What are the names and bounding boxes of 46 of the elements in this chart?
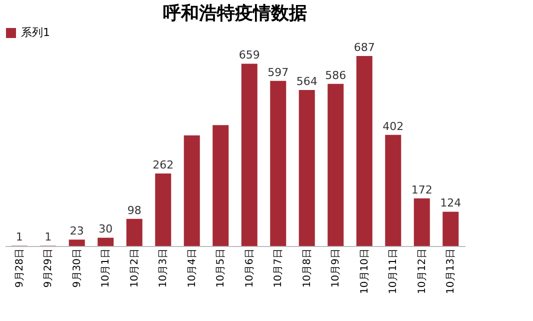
data-label: 1 [44,230,52,244]
x-tick-label: 9月28日 [14,248,26,288]
data-label: 586 [325,68,346,82]
x-tick-label: 10月8日 [302,248,313,288]
bar [385,134,402,246]
bar [270,80,286,246]
bar [98,238,114,246]
bar [126,218,142,246]
data-label: 687 [354,41,375,54]
bar [328,84,344,246]
x-tick-label: 10月5日 [216,248,227,288]
x-tick-label: 10月4日 [186,248,198,288]
data-label: 172 [411,183,432,196]
chart-title: 呼和浩特疫情数据 [163,3,307,24]
data-label: 23 [70,224,84,238]
bar [356,56,372,246]
bar [414,198,430,246]
data-label: 564 [296,75,318,88]
bar [184,135,200,246]
data-label: 402 [382,120,404,133]
bar [298,90,315,246]
x-tick-label: 10月7日 [273,248,284,288]
x-tick-label: 10月2日 [129,248,140,288]
bar [68,240,85,246]
data-label: 30 [98,222,113,236]
x-tick-label: 10月10日 [359,248,370,294]
bar [241,64,258,246]
x-tick-label: 9月29日 [43,248,54,288]
x-tick-label: 9月30日 [72,248,83,288]
bar [155,174,172,246]
x-tick-label: 10月1日 [100,248,112,288]
bar [212,125,229,246]
x-tick-label: 10月9日 [330,248,342,288]
x-tick-label: 10月12日 [416,248,428,294]
x-tick-label: 10月13日 [446,248,457,294]
data-label: 124 [440,196,462,210]
x-tick-label: 10月11日 [388,248,400,294]
data-label: 597 [268,66,289,79]
data-label: 98 [127,204,142,217]
x-tick-label: 10月6日 [244,248,256,288]
data-label: 262 [152,158,174,172]
data-label: 1 [16,230,23,244]
legend-label: 系列1 [21,26,50,39]
data-label: 659 [238,48,260,62]
bar [442,212,459,246]
x-tick-label: 10月3日 [158,248,170,288]
